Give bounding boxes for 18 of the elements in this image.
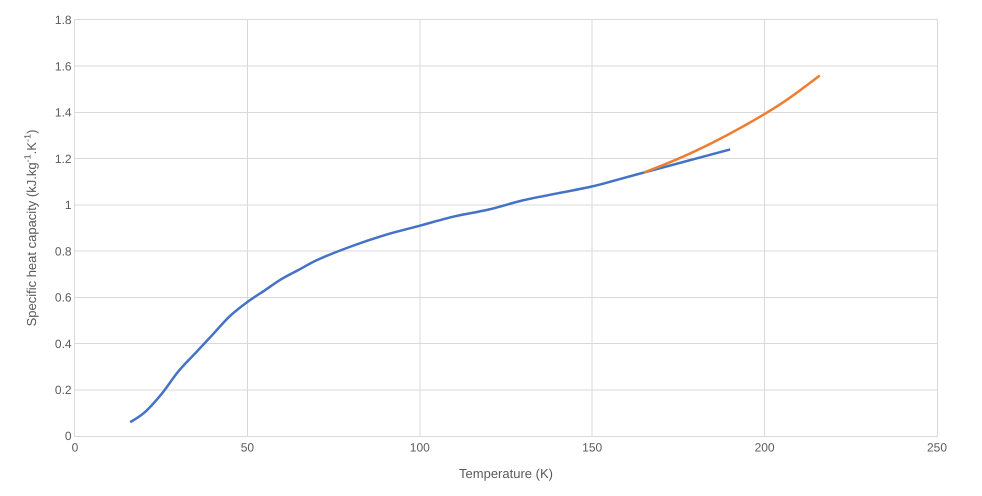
x-tick-label: 200 <box>754 440 775 454</box>
y-tick-label: 1.6 <box>54 59 72 74</box>
line-series <box>642 74 822 174</box>
x-axis-title: Temperature (K) <box>459 466 553 481</box>
y-tick-label: 0.6 <box>54 290 72 305</box>
y-tick-label: 1.8 <box>54 13 72 28</box>
line-series <box>128 148 732 424</box>
y-tick-label: 0.4 <box>54 336 72 351</box>
y-tick-label: 1 <box>64 198 72 212</box>
x-tick-label: 250 <box>926 440 948 454</box>
y-tick-label: 0 <box>64 429 72 444</box>
y-tick-label: 0.2 <box>54 382 72 397</box>
y-tick-label: 0.8 <box>54 244 72 258</box>
y-tick-label: 1.4 <box>54 106 72 120</box>
y-tick-label: 1.2 <box>54 152 72 166</box>
x-tick-label: 50 <box>240 440 254 454</box>
x-tick-label: 100 <box>410 440 430 454</box>
x-tick-label: 150 <box>582 440 603 454</box>
